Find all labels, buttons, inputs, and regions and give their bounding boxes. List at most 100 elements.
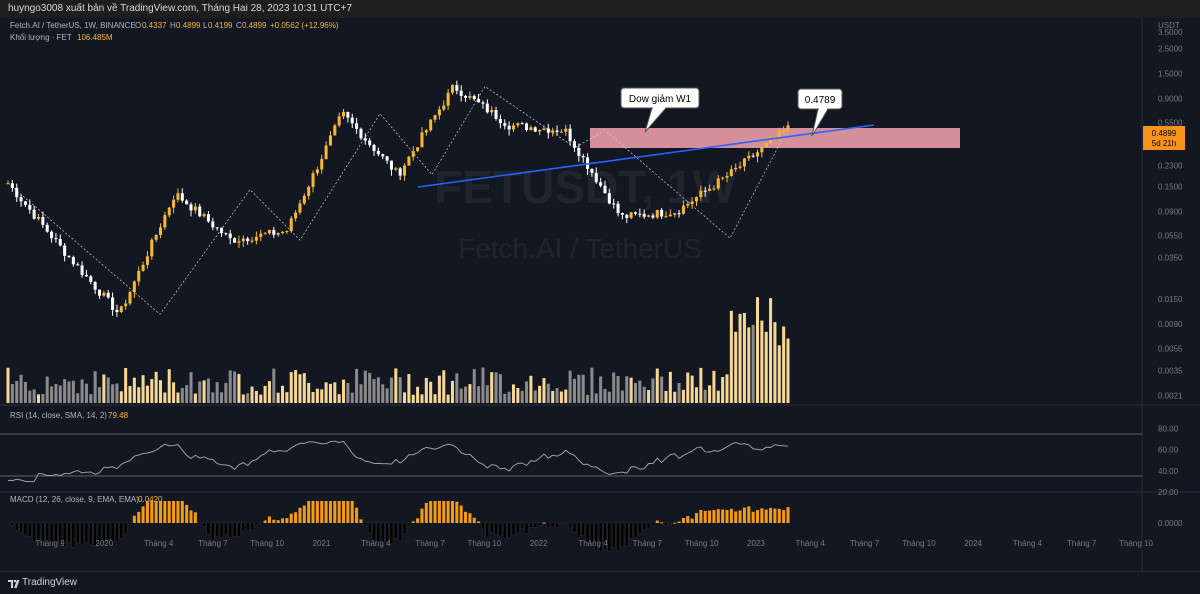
price-tick: 0.0550 bbox=[1158, 231, 1183, 240]
macd-value: 0.0420 bbox=[138, 495, 163, 504]
macd-bar bbox=[542, 522, 546, 524]
ascending-trendline[interactable] bbox=[417, 124, 875, 188]
macd-bar bbox=[328, 501, 332, 523]
macd-bar bbox=[411, 521, 415, 523]
macd-bar bbox=[342, 501, 346, 523]
macd-bar bbox=[189, 510, 193, 523]
time-tick: 2024 bbox=[964, 539, 982, 548]
price-tick: 0.0035 bbox=[1158, 366, 1183, 375]
volume-bar bbox=[616, 376, 620, 403]
macd-bar bbox=[760, 508, 764, 523]
macd-bar bbox=[424, 502, 428, 523]
candle-body bbox=[786, 125, 790, 131]
volume-bar bbox=[328, 383, 332, 403]
candle-body bbox=[738, 166, 742, 168]
price-callout[interactable]: 0.4789 bbox=[797, 88, 843, 137]
macd-bar bbox=[655, 520, 659, 523]
macd-bar bbox=[437, 501, 441, 523]
candle-body bbox=[716, 178, 720, 189]
volume-bar bbox=[180, 388, 184, 403]
candle-body bbox=[446, 92, 450, 106]
candle-body bbox=[525, 123, 529, 131]
candle-body bbox=[572, 141, 576, 148]
macd-bar bbox=[15, 522, 19, 531]
macd-bar bbox=[642, 522, 646, 530]
candle-body bbox=[507, 125, 511, 130]
candle-body bbox=[281, 231, 285, 234]
macd-bar bbox=[254, 522, 259, 526]
volume-bar bbox=[525, 381, 529, 403]
rsi-value: 79.48 bbox=[108, 411, 129, 420]
candle-body bbox=[76, 264, 80, 266]
dow-callout[interactable]: Dow giảm W1 bbox=[620, 87, 700, 133]
macd-bar bbox=[620, 522, 625, 547]
price-tick: 0.0055 bbox=[1158, 344, 1183, 353]
candle-body bbox=[328, 135, 332, 146]
macd-bar bbox=[507, 522, 511, 539]
macd-bar bbox=[62, 522, 67, 547]
candle-body bbox=[228, 233, 232, 239]
macd-bar bbox=[729, 508, 733, 523]
legend-h-label: H bbox=[170, 21, 176, 30]
candle-body bbox=[254, 236, 258, 241]
candle-body bbox=[755, 152, 760, 157]
time-axis: Tháng 9 2020 Tháng 4 Tháng 7 Tháng 10 2021 Thá… bbox=[35, 539, 1153, 548]
volume-bar bbox=[381, 384, 385, 403]
macd-bar bbox=[211, 522, 215, 541]
macd-bar bbox=[594, 522, 598, 549]
volume-bar bbox=[716, 390, 720, 403]
macd-bar bbox=[585, 522, 590, 543]
candle-body bbox=[71, 257, 75, 265]
candle-body bbox=[590, 168, 594, 173]
macd-bar bbox=[36, 522, 41, 541]
macd-bar bbox=[376, 522, 381, 545]
time-tick: Tháng 4 bbox=[578, 539, 608, 548]
countdown: 5d 21h bbox=[1152, 139, 1176, 148]
macd-bar bbox=[320, 501, 324, 523]
volume-bar bbox=[751, 324, 755, 403]
candle-body bbox=[376, 150, 380, 155]
volume-bar bbox=[477, 386, 481, 403]
macd-bar bbox=[289, 513, 293, 523]
rsi-tick: 40.00 bbox=[1158, 467, 1179, 476]
candle-body bbox=[311, 173, 315, 187]
volume-bar bbox=[233, 371, 237, 403]
volume-bar bbox=[54, 383, 58, 403]
candle-body bbox=[686, 203, 690, 206]
candle-body bbox=[542, 128, 546, 130]
volume-bar bbox=[15, 380, 19, 403]
candle-body bbox=[751, 155, 755, 157]
chart-area[interactable]: FETUSDT, 1W Fetch.AI / TetherUS Dow giảm… bbox=[0, 18, 1200, 571]
volume-bar bbox=[712, 370, 716, 403]
candle-body bbox=[167, 207, 171, 216]
volume-bar bbox=[485, 385, 489, 403]
macd-bar bbox=[54, 522, 58, 543]
macd-bar bbox=[468, 513, 472, 523]
macd-bar bbox=[625, 522, 629, 547]
candle-body bbox=[416, 147, 420, 152]
volume-bar bbox=[472, 369, 476, 403]
volume-bar bbox=[355, 368, 359, 403]
candle-body bbox=[642, 213, 646, 217]
macd-bar bbox=[590, 522, 594, 545]
volume-bar bbox=[660, 376, 664, 403]
volume-bar bbox=[551, 390, 555, 403]
candle-body bbox=[503, 123, 507, 126]
legend-o-label: O bbox=[135, 21, 141, 30]
volume-bar bbox=[19, 374, 23, 403]
macd-bar bbox=[751, 511, 755, 523]
candle-body bbox=[241, 238, 245, 242]
macd-bar bbox=[755, 510, 760, 523]
last-price: 0.4899 bbox=[1152, 129, 1177, 138]
candle-body bbox=[437, 109, 441, 116]
volume-bar bbox=[350, 392, 354, 403]
volume-bar bbox=[647, 389, 651, 403]
volume-bar bbox=[93, 371, 97, 403]
volume-bar bbox=[176, 392, 180, 403]
macd-bar bbox=[520, 522, 524, 529]
volume-bar bbox=[154, 371, 158, 403]
macd-bar bbox=[572, 522, 577, 533]
volume-label: Khối lượng · FET bbox=[10, 33, 72, 42]
volume-bar bbox=[559, 391, 563, 403]
candle-body bbox=[224, 233, 228, 235]
